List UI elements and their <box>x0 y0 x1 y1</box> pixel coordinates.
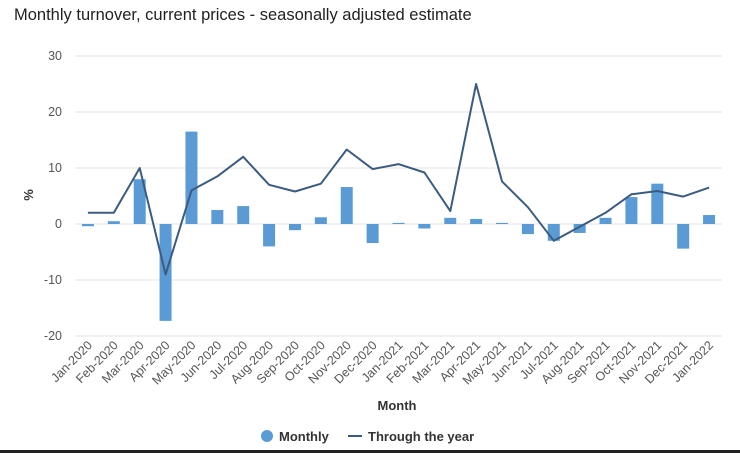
through-the-year-line[interactable] <box>87 83 710 276</box>
bar-monthly[interactable] <box>677 224 690 249</box>
bar-monthly[interactable] <box>392 222 405 224</box>
bar-monthly[interactable] <box>211 210 224 224</box>
bar-monthly[interactable] <box>651 183 664 224</box>
bar-monthly[interactable] <box>703 215 716 224</box>
bar-monthly[interactable] <box>573 224 586 233</box>
y-tick-label: 30 <box>48 49 62 63</box>
bar-monthly[interactable] <box>340 187 353 224</box>
y-tick-label: 20 <box>48 105 62 119</box>
legend: Monthly Through the year <box>261 429 474 444</box>
bar-monthly[interactable] <box>496 222 509 224</box>
through-the-year-line-group <box>87 83 710 276</box>
y-tick-label: 0 <box>55 217 62 231</box>
y-tick-label: 10 <box>48 161 62 175</box>
legend-through-the-year-label: Through the year <box>368 429 474 444</box>
bar-monthly[interactable] <box>133 179 146 224</box>
y-tick-label: -20 <box>44 329 62 343</box>
monthly-bars <box>81 131 716 321</box>
bar-monthly[interactable] <box>444 217 457 224</box>
y-axis-title: % <box>21 189 36 201</box>
x-axis-ticks: Jan-2020Feb-2020Mar-2020Apr-2020May-2020… <box>48 338 716 387</box>
legend-monthly-label: Monthly <box>279 429 330 444</box>
chart-title: Monthly turnover, current prices - seaso… <box>14 6 472 24</box>
bar-monthly[interactable] <box>81 224 94 227</box>
bar-monthly[interactable] <box>314 217 327 224</box>
bar-monthly[interactable] <box>470 218 483 224</box>
legend-item-monthly[interactable]: Monthly <box>261 429 330 444</box>
bar-monthly[interactable] <box>599 217 612 224</box>
x-axis-title: Month <box>378 398 417 413</box>
y-tick-label: -10 <box>44 273 62 287</box>
bar-monthly[interactable] <box>107 221 120 224</box>
bar-monthly[interactable] <box>366 224 379 244</box>
bar-monthly[interactable] <box>288 224 301 231</box>
legend-item-through-the-year[interactable]: Through the year <box>348 429 474 444</box>
bottom-border <box>0 450 740 453</box>
legend-monthly-swatch <box>261 430 273 442</box>
bar-monthly[interactable] <box>625 197 638 224</box>
bar-monthly[interactable] <box>263 224 276 247</box>
gridlines <box>75 55 722 337</box>
bar-monthly[interactable] <box>418 224 431 229</box>
y-axis-ticks: 30 20 10 0 -10 -20 <box>44 49 62 343</box>
bar-monthly[interactable] <box>237 206 250 224</box>
bar-monthly[interactable] <box>521 224 534 235</box>
bar-monthly[interactable] <box>185 131 198 224</box>
